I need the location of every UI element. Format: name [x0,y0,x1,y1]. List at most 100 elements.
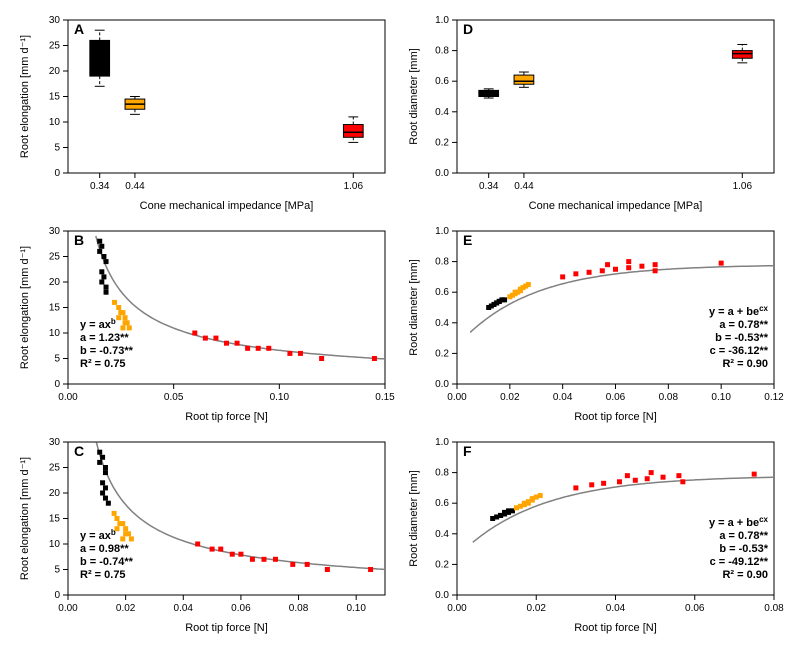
equation-line: y = axb [80,528,116,543]
data-point [639,264,644,269]
panel-letter: C [74,443,84,459]
x-tick-label: 1.06 [344,181,364,192]
data-point [120,521,125,526]
data-point [210,547,215,552]
data-point [290,562,295,567]
y-tick-label: 20 [49,488,61,499]
x-tick-label: 0.34 [479,181,499,192]
box [514,75,534,84]
y-tick-label: 0.8 [435,468,449,479]
data-point [633,478,638,483]
y-tick-label: 15 [49,92,61,103]
x-tick-label: 0.04 [174,603,194,614]
data-point [99,280,104,285]
data-point [601,481,606,486]
x-axis-label: Root tip force [N] [574,411,657,423]
y-tick-label: 5 [54,354,60,365]
data-point [195,542,200,547]
data-point [224,341,229,346]
data-point [97,249,102,254]
data-point [625,473,630,478]
y-tick-label: 20 [49,277,61,288]
y-axis-label: Root diameter [mm] [408,470,420,567]
data-point [661,475,666,480]
data-point [99,269,104,274]
data-point [123,315,128,320]
panel-B: 0510152025300.000.050.100.15Root tip for… [10,221,395,428]
data-point [626,259,631,264]
y-tick-label: 5 [54,565,60,576]
equation-line: R² = 0.75 [80,358,126,370]
data-point [502,297,507,302]
equation-line: a = 0.78** [719,319,768,331]
data-point [538,493,543,498]
y-tick-label: 0.4 [435,529,449,540]
y-tick-label: 30 [49,437,61,448]
data-point [325,567,330,572]
data-point [752,472,757,477]
y-tick-label: 0.0 [435,379,449,390]
equation-line: R² = 0.90 [722,569,768,581]
data-point [104,285,109,290]
x-tick-label: 0.44 [125,181,145,192]
equation-line: a = 1.23** [80,332,129,344]
data-point [104,290,109,295]
data-point [298,351,303,356]
equation-line: b = -0.73** [80,345,134,357]
x-tick-label: 0.12 [764,392,784,403]
y-tick-label: 0 [54,168,60,179]
data-point [645,476,650,481]
y-tick-label: 15 [49,514,61,525]
data-point [573,271,578,276]
x-axis-label: Root tip force [N] [574,622,657,634]
y-tick-label: 5 [54,143,60,154]
panel-letter: A [74,21,84,37]
data-point [129,536,134,541]
data-point [256,346,261,351]
y-tick-label: 10 [49,117,61,128]
y-tick-label: 25 [49,252,61,263]
panel-D: 0.00.20.40.60.81.00.340.441.06Cone mecha… [399,10,784,217]
equation-line: y = a + becx [709,304,769,319]
panel-C: 0510152025300.000.020.040.060.080.10Root… [10,432,395,639]
data-point [116,315,121,320]
x-tick-label: 0.00 [447,392,467,403]
data-point [617,479,622,484]
panel-svg: 0.00.20.40.60.81.00.340.441.06Cone mecha… [399,10,784,215]
data-point [101,254,106,259]
data-point [100,480,105,485]
y-tick-label: 0.4 [435,318,449,329]
panel-F: 0.00.20.40.60.81.00.000.020.040.060.08Ro… [399,432,784,639]
x-tick-label: 0.15 [375,392,395,403]
x-tick-label: 0.05 [164,392,184,403]
data-point [120,536,125,541]
x-tick-label: 0.08 [659,392,679,403]
x-tick-label: 0.08 [289,603,309,614]
y-tick-label: 10 [49,328,61,339]
data-point [676,473,681,478]
x-tick-label: 0.02 [116,603,136,614]
equation-line: R² = 0.90 [722,358,768,370]
y-axis-label: Root diameter [mm] [408,259,420,356]
x-tick-label: 0.10 [270,392,290,403]
equation-line: a = 0.78** [719,530,768,542]
data-point [266,346,271,351]
plot-frame [457,20,774,173]
panel-svg: 0510152025300.000.050.100.15Root tip for… [10,221,395,426]
y-tick-label: 0 [54,379,60,390]
panel-svg: 0510152025300.340.441.06Cone mechanical … [10,10,395,215]
equation-line: y = axb [80,317,116,332]
data-point [287,351,292,356]
y-tick-label: 30 [49,226,61,237]
data-point [103,470,108,475]
data-point [116,305,121,310]
data-point [368,567,373,572]
data-point [680,479,685,484]
equation-line: c = -36.12** [710,345,769,357]
equation-line: a = 0.98** [80,543,129,555]
fit-curve [96,236,385,359]
x-tick-label: 0.06 [606,392,626,403]
x-tick-label: 0.04 [606,603,626,614]
data-point [106,501,111,506]
y-tick-label: 0.2 [435,137,449,148]
